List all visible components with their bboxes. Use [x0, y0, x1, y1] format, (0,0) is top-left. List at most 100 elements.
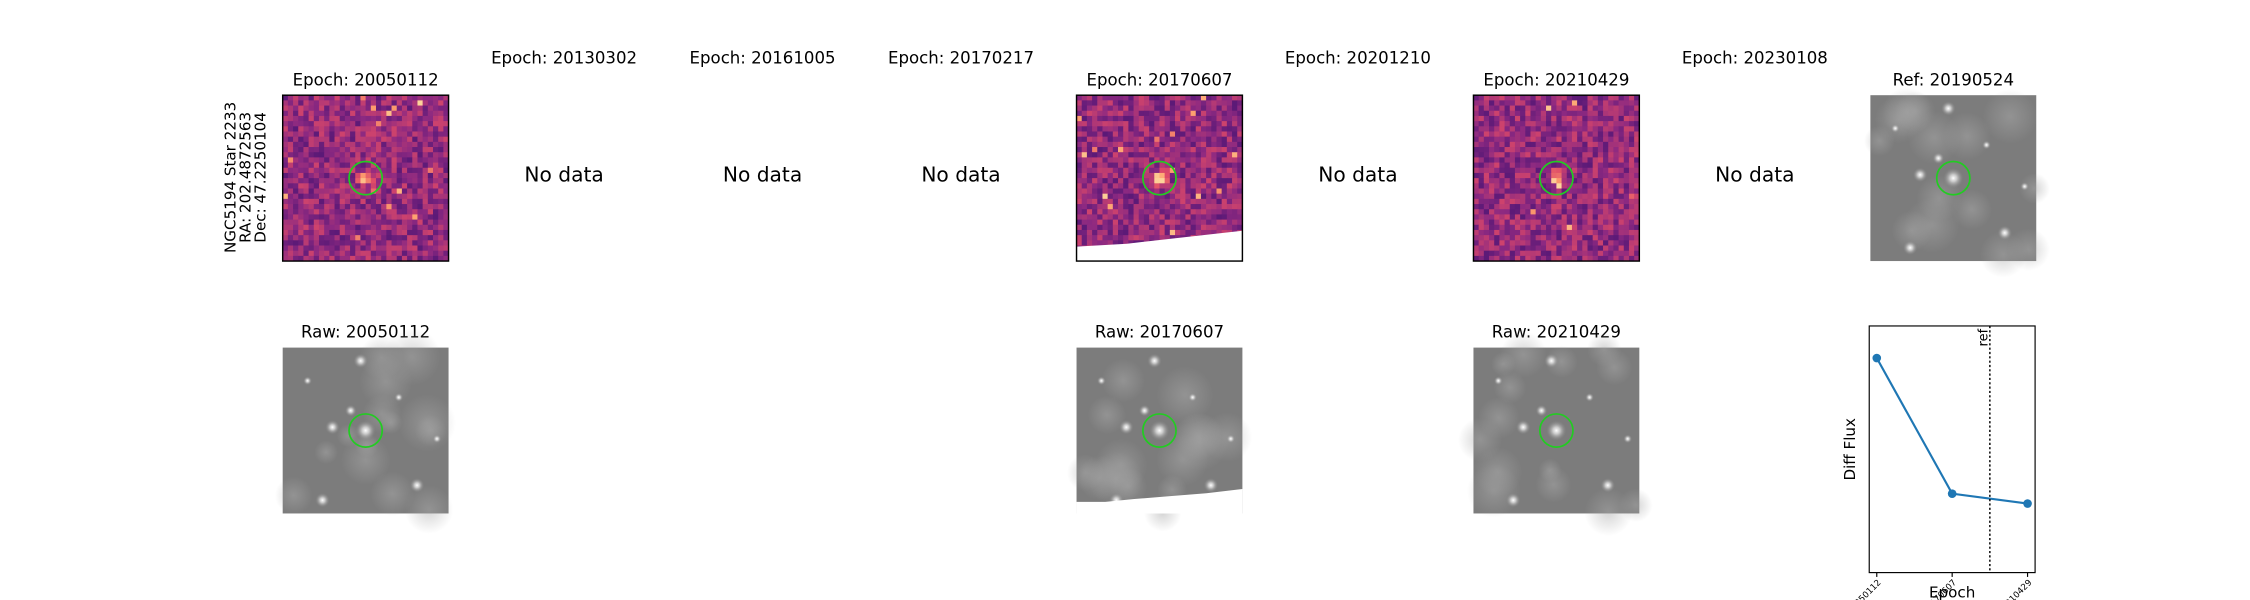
pixel	[1514, 105, 1521, 112]
pixel	[1525, 250, 1531, 257]
pixel	[1180, 172, 1186, 179]
pixel	[1086, 214, 1093, 221]
star	[1203, 478, 1219, 493]
pixel	[1551, 255, 1557, 262]
pixel	[1514, 224, 1521, 231]
pixel	[412, 204, 418, 210]
pixel	[344, 193, 351, 200]
pixel	[1159, 193, 1166, 200]
pixel	[1587, 131, 1594, 138]
pixel	[1494, 131, 1500, 138]
aperture	[1538, 160, 1574, 196]
pixel	[1128, 110, 1134, 117]
pixel	[308, 105, 315, 112]
pixel	[381, 219, 387, 226]
pixel	[1200, 204, 1207, 210]
pixel	[1540, 198, 1547, 205]
pixel	[1530, 126, 1537, 132]
pixel	[438, 105, 444, 112]
pixel	[1081, 152, 1088, 158]
pixel	[1102, 131, 1109, 138]
pixel	[1618, 121, 1625, 127]
pixel	[1143, 136, 1150, 143]
pixel	[1504, 204, 1511, 210]
pixel	[324, 250, 330, 257]
x-tick-label: 20050112	[1845, 578, 1883, 600]
pixel	[1107, 131, 1114, 138]
pixel	[1086, 105, 1093, 112]
pixel	[1112, 152, 1119, 158]
pixel	[1540, 229, 1547, 236]
pixel	[282, 131, 289, 138]
pixel	[313, 214, 320, 221]
pixel	[1123, 209, 1129, 215]
pixel	[417, 167, 424, 174]
pixel	[1592, 204, 1599, 210]
pixel	[1571, 136, 1578, 143]
pixel	[308, 219, 315, 226]
pixel	[1086, 235, 1093, 241]
point	[2023, 499, 2032, 508]
pixel	[1514, 198, 1521, 205]
pixel	[1123, 198, 1129, 205]
pixel	[1175, 198, 1181, 205]
pixel	[1190, 172, 1197, 179]
pixel	[396, 235, 403, 241]
pixel	[401, 110, 408, 117]
pixel	[438, 126, 444, 132]
pixel	[1608, 162, 1614, 169]
pixel	[375, 131, 382, 138]
pixel	[1494, 100, 1500, 106]
pixel	[1107, 167, 1114, 174]
pixel	[1499, 240, 1505, 246]
pixel	[1530, 121, 1537, 127]
pixel	[1190, 229, 1197, 236]
pixel	[1143, 110, 1150, 117]
pixel	[1514, 183, 1521, 189]
pixel	[344, 172, 351, 179]
pixel	[443, 105, 449, 112]
pixel	[308, 152, 315, 158]
pixel	[1232, 178, 1238, 184]
pixel	[1618, 95, 1625, 101]
pixel	[370, 214, 377, 221]
pixel	[1592, 152, 1599, 158]
pixel	[1128, 141, 1134, 148]
pixel	[1149, 229, 1155, 236]
pixel	[1514, 209, 1521, 215]
pixel	[1483, 250, 1490, 257]
pixel	[391, 121, 398, 127]
pixel	[1592, 214, 1599, 221]
pixel	[427, 204, 434, 210]
pixel	[1520, 209, 1526, 215]
pixel	[1092, 115, 1098, 122]
pixel	[293, 126, 299, 132]
pixel	[438, 204, 444, 210]
pixel	[324, 157, 330, 164]
pixel	[1530, 255, 1537, 262]
pixel	[1504, 245, 1511, 252]
pixel	[360, 255, 367, 262]
pixel	[1504, 240, 1511, 246]
pixel	[1169, 193, 1176, 200]
pixel	[1133, 219, 1140, 226]
pixel	[1546, 193, 1552, 200]
pixel	[407, 209, 413, 215]
pixel	[1473, 224, 1480, 231]
pixel	[1520, 224, 1526, 231]
pixel	[360, 198, 367, 205]
pixel	[360, 100, 367, 106]
pixel	[433, 110, 439, 117]
pixel	[1597, 183, 1604, 189]
pixel	[1221, 136, 1228, 143]
pixel	[1628, 115, 1635, 122]
pixel	[1149, 224, 1155, 231]
pixel	[412, 245, 418, 252]
pixel	[1175, 224, 1181, 231]
pixel	[1138, 193, 1145, 200]
pixel	[1143, 147, 1150, 153]
pixel	[1634, 121, 1640, 127]
pixel	[1169, 141, 1176, 148]
pixel	[287, 110, 294, 117]
pixel	[1180, 157, 1186, 164]
